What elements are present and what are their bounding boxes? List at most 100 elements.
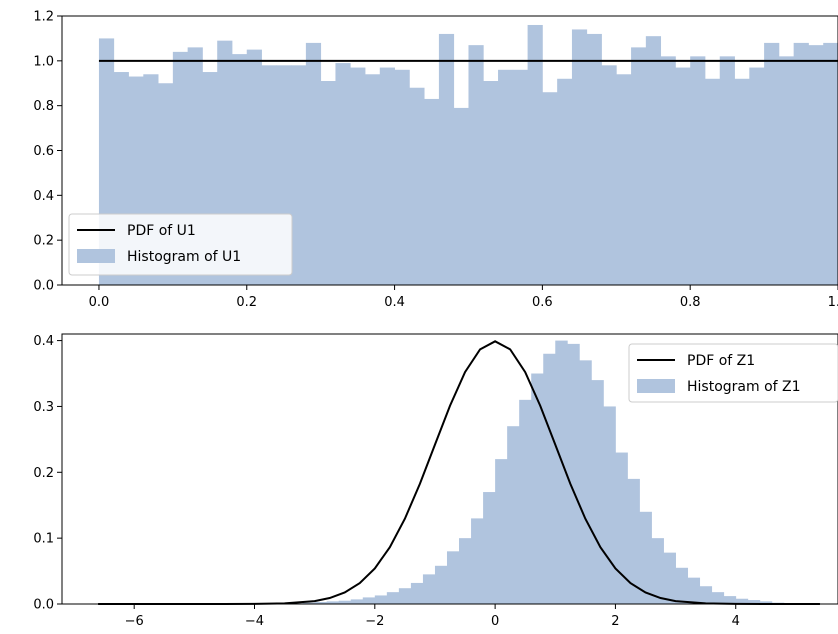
histogram-bar [567, 343, 580, 604]
axes-frame [61, 333, 838, 605]
histogram-bar [468, 45, 484, 285]
histogram-bar [531, 373, 544, 604]
histogram-bar [711, 592, 725, 604]
legend-label-pdf: PDF of Z1 [687, 353, 755, 369]
histogram-bar [459, 538, 472, 604]
x-tick-label: −4 [245, 614, 264, 629]
y-tick-label: 0.4 [33, 334, 54, 349]
histogram-bar [555, 340, 568, 604]
histogram-bar [586, 33, 602, 286]
histogram-bar [639, 511, 652, 604]
histogram-bar [495, 459, 508, 604]
x-tick-label: 0.4 [384, 295, 405, 310]
x-tick-label: 0.2 [236, 295, 257, 310]
pdf-line [98, 340, 820, 605]
histogram-bar [527, 24, 543, 285]
histogram-bar [749, 67, 765, 285]
x-tick-label: 0.0 [89, 295, 110, 310]
x-tick-label: 0.8 [680, 295, 701, 310]
histogram-bar [793, 42, 809, 286]
legend: PDF of Z1 Histogram of Z1 [628, 343, 838, 403]
histogram-bar [543, 353, 556, 604]
x-tick-label: −2 [365, 614, 384, 629]
legend: PDF of U1 Histogram of U1 [68, 213, 293, 276]
histogram-bar [699, 586, 713, 604]
chart-normal-histogram: 0.0 0.1 0.2 0.3 0.4 −6 −4 −2 0 2 4 PDF of Z1 Histogr… [33, 333, 838, 629]
histogram-bar [723, 596, 737, 604]
histogram-bar [498, 69, 514, 285]
histogram-bar [719, 56, 735, 285]
histogram-bar [778, 56, 795, 285]
histogram-bar [386, 592, 400, 604]
legend-histogram-swatch [77, 249, 115, 263]
y-tick-label: 0.4 [33, 189, 54, 204]
histogram-bar [690, 56, 706, 285]
histogram-bar [735, 598, 749, 604]
histogram-bar [338, 600, 352, 604]
histogram-bar [326, 601, 340, 604]
histogram-bar [734, 78, 750, 286]
histogram-bar [615, 452, 628, 604]
histogram-bar [603, 406, 616, 604]
y-tick-label: 0.1 [33, 532, 54, 547]
histogram-bar [291, 65, 307, 285]
y-tick-label: 0.0 [33, 598, 54, 613]
histogram-bar [579, 360, 592, 604]
histogram-bar [446, 551, 460, 604]
histogram-bar [675, 67, 691, 285]
histogram-bar [591, 380, 604, 604]
histogram-bar [305, 42, 322, 286]
histogram-bar [434, 565, 448, 604]
histogram-bar [660, 56, 676, 285]
histogram-bar [764, 42, 780, 286]
legend-label-histogram: Histogram of Z1 [687, 379, 801, 395]
histogram-bar [374, 595, 388, 604]
histogram-bar [601, 65, 617, 285]
y-tick-label: 0.8 [33, 99, 54, 114]
histogram-bar [519, 399, 532, 604]
legend-histogram-swatch [637, 379, 675, 393]
histogram-bar [483, 492, 496, 604]
histogram-bar [645, 36, 662, 285]
histogram-bar [350, 67, 366, 285]
y-tick-label: 0.0 [33, 279, 54, 294]
x-tick-label: 0.6 [532, 295, 553, 310]
histogram-bar [542, 92, 558, 285]
histogram-bar [362, 597, 376, 604]
histogram-bar [422, 574, 436, 604]
histogram-bar [424, 98, 440, 285]
histogram-bar [675, 567, 689, 604]
y-tick-label: 0.2 [33, 234, 54, 249]
histogram-bar [687, 577, 701, 604]
histogram-bar [365, 74, 381, 285]
histogram-bar [747, 600, 761, 604]
x-tick-label: 1.0 [828, 295, 838, 310]
legend-label-histogram: Histogram of U1 [127, 249, 241, 265]
histogram-bar [704, 78, 721, 286]
histogram-bar [808, 45, 824, 285]
histogram-bar [471, 518, 484, 604]
histogram-bar [507, 426, 520, 604]
histogram-bar [512, 69, 528, 285]
y-tick-label: 0.2 [33, 466, 54, 481]
histogram-bar [314, 602, 328, 604]
histogram-bar [410, 582, 424, 604]
y-tick-label: 1.0 [33, 54, 54, 69]
x-tick-label: 2 [611, 614, 619, 629]
histogram-bar [616, 74, 632, 285]
chart-uniform-histogram: 0.0 0.2 0.4 0.6 0.8 1.0 1.2 0.0 0.2 0.4 0.6 0.8 1.0 P… [33, 10, 838, 310]
legend-box [628, 343, 838, 403]
histogram-bar [379, 67, 395, 285]
histogram-bar [453, 107, 469, 285]
histogram-bar [350, 599, 364, 604]
histogram-bar [483, 81, 499, 285]
x-tick-label: 4 [732, 614, 740, 629]
x-tick-label: −6 [125, 614, 144, 629]
histogram-bar [320, 81, 336, 285]
histogram-bar [823, 42, 838, 286]
histogram-bar [398, 588, 412, 604]
histogram-bar [663, 552, 676, 604]
y-tick-label: 0.6 [33, 144, 54, 159]
y-tick-label: 0.3 [33, 400, 54, 415]
